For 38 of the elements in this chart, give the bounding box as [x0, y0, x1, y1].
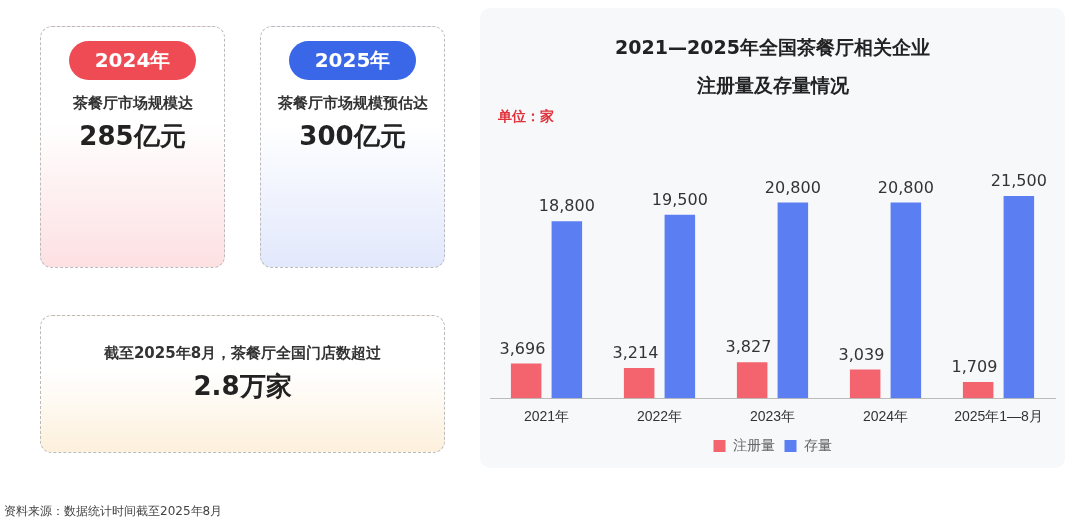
data-label: 3,696: [499, 338, 546, 358]
text: 茶餐厅市场规模预估达: [276, 94, 429, 113]
data-label: 19,500: [651, 189, 708, 209]
chart-title: 2021—2025年全国茶餐厅相关企业注册量及存量情况: [614, 35, 931, 98]
bar: [510, 363, 542, 399]
data-label: 1,709: [951, 357, 998, 377]
text: 2024年: [68, 41, 197, 80]
legend-label: 存量: [803, 436, 832, 453]
bar: [623, 367, 655, 399]
data-label: 20,800: [764, 177, 821, 197]
text: 茶餐厅市场规模达: [71, 94, 194, 113]
bar: [736, 362, 768, 399]
text: 2.8万家: [192, 370, 293, 403]
chart-subtitle: 单位：家: [498, 108, 554, 126]
x-tick-label: 2023年: [749, 408, 796, 425]
bar: [551, 221, 583, 399]
data-label: 3,827: [725, 337, 772, 357]
bar: [777, 202, 809, 399]
x-tick-label: 2025年1—8月: [954, 408, 1043, 425]
bar: [962, 382, 994, 399]
bar: [664, 214, 696, 399]
text: 300亿元: [298, 120, 407, 153]
bar: [1003, 195, 1035, 399]
data-label: 21,500: [990, 171, 1047, 191]
x-tick-label: 2021年: [523, 408, 570, 425]
x-tick-label: 2022年: [636, 408, 683, 425]
x-tick-label: 2024年: [862, 408, 909, 425]
text: 资料来源：数据统计时间截至2025年8月: [4, 503, 223, 520]
bar: [849, 369, 881, 399]
text: 截至2025年8月，茶餐厅全国门店数超过: [102, 344, 383, 363]
bar: [890, 202, 922, 399]
text: 285亿元: [78, 120, 187, 153]
data-label: 3,214: [612, 343, 659, 363]
legend-label: 注册量: [732, 436, 775, 453]
text: 2025年: [288, 41, 417, 80]
data-label: 3,039: [838, 344, 885, 364]
data-label: 18,800: [538, 196, 595, 216]
data-label: 20,800: [877, 177, 934, 197]
